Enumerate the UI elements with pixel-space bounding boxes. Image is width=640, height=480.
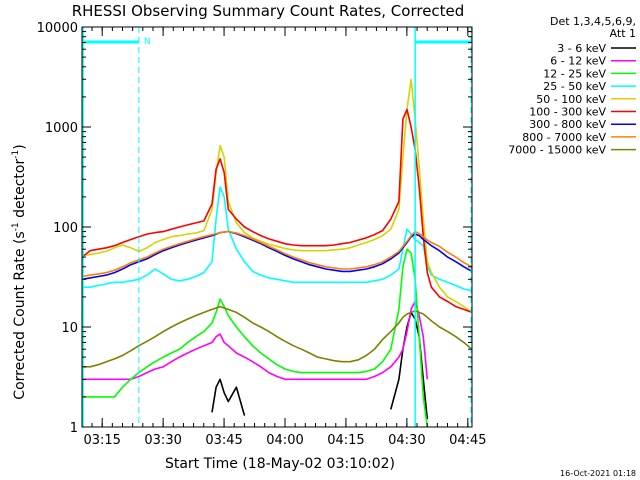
y-tick-label: 10000 <box>37 21 78 36</box>
legend-label-3: 25 - 50 keV <box>543 80 606 93</box>
y-axis-label-end: ) <box>12 144 28 149</box>
annotation-n: N <box>144 37 151 47</box>
x-tick-label: 04:00 <box>266 433 303 448</box>
y-axis-label-mid: detector <box>12 159 28 223</box>
y-tick-label: 1 <box>70 421 78 436</box>
legend-label-1: 6 - 12 keV <box>550 55 606 68</box>
legend-label-0: 3 - 6 keV <box>557 42 606 55</box>
y-tick-label: 10 <box>61 321 78 336</box>
legend-label-4: 50 - 100 keV <box>536 93 606 106</box>
x-tick-label: 04:30 <box>388 433 425 448</box>
series-line-2 <box>82 248 429 428</box>
timestamp: 16-Oct-2021 01:18 <box>560 469 636 478</box>
x-tick-label: 03:30 <box>144 433 181 448</box>
series-line-5 <box>81 108 473 314</box>
series-line-1 <box>82 300 429 381</box>
series-line-4 <box>81 78 473 314</box>
y-axis-label-sup1: -1 <box>11 222 21 231</box>
x-axis-label: Start Time (18-May-02 03:10:02) <box>165 456 395 472</box>
y-axis-label-sup2: -1 <box>11 150 21 159</box>
legend-label-8: 7000 - 15000 keV <box>508 144 606 157</box>
x-tick-label: 04:45 <box>449 433 486 448</box>
chart-title: RHESSI Observing Summary Count Rates, Co… <box>72 2 465 20</box>
legend-label-6: 300 - 800 keV <box>529 118 606 131</box>
legend-label-2: 12 - 25 keV <box>543 67 606 80</box>
y-tick-label: 1000 <box>45 121 78 136</box>
series-line-3 <box>82 186 473 292</box>
legend-label-7: 800 - 7000 keV <box>522 131 606 144</box>
y-tick-label: 100 <box>53 221 78 236</box>
x-tick-label: 04:15 <box>327 433 364 448</box>
y-axis-label: Corrected Count Rate (s-1 detector-1) <box>11 144 28 399</box>
x-tick-label: 03:45 <box>205 433 242 448</box>
y-axis-label-main: Corrected Count Rate (s <box>12 231 28 399</box>
legend-header-line1: Det 1,3,4,5,6,9, <box>550 15 636 28</box>
plot-frame <box>81 26 473 428</box>
legend-label-5: 100 - 300 keV <box>529 106 606 119</box>
legend-header-line2: Att 1 <box>610 27 636 40</box>
plot-area: N 1 10 100 1000 10000 03:15 03:30 03:45 04:00 04… <box>37 21 487 448</box>
x-tick-label: 03:15 <box>83 433 120 448</box>
